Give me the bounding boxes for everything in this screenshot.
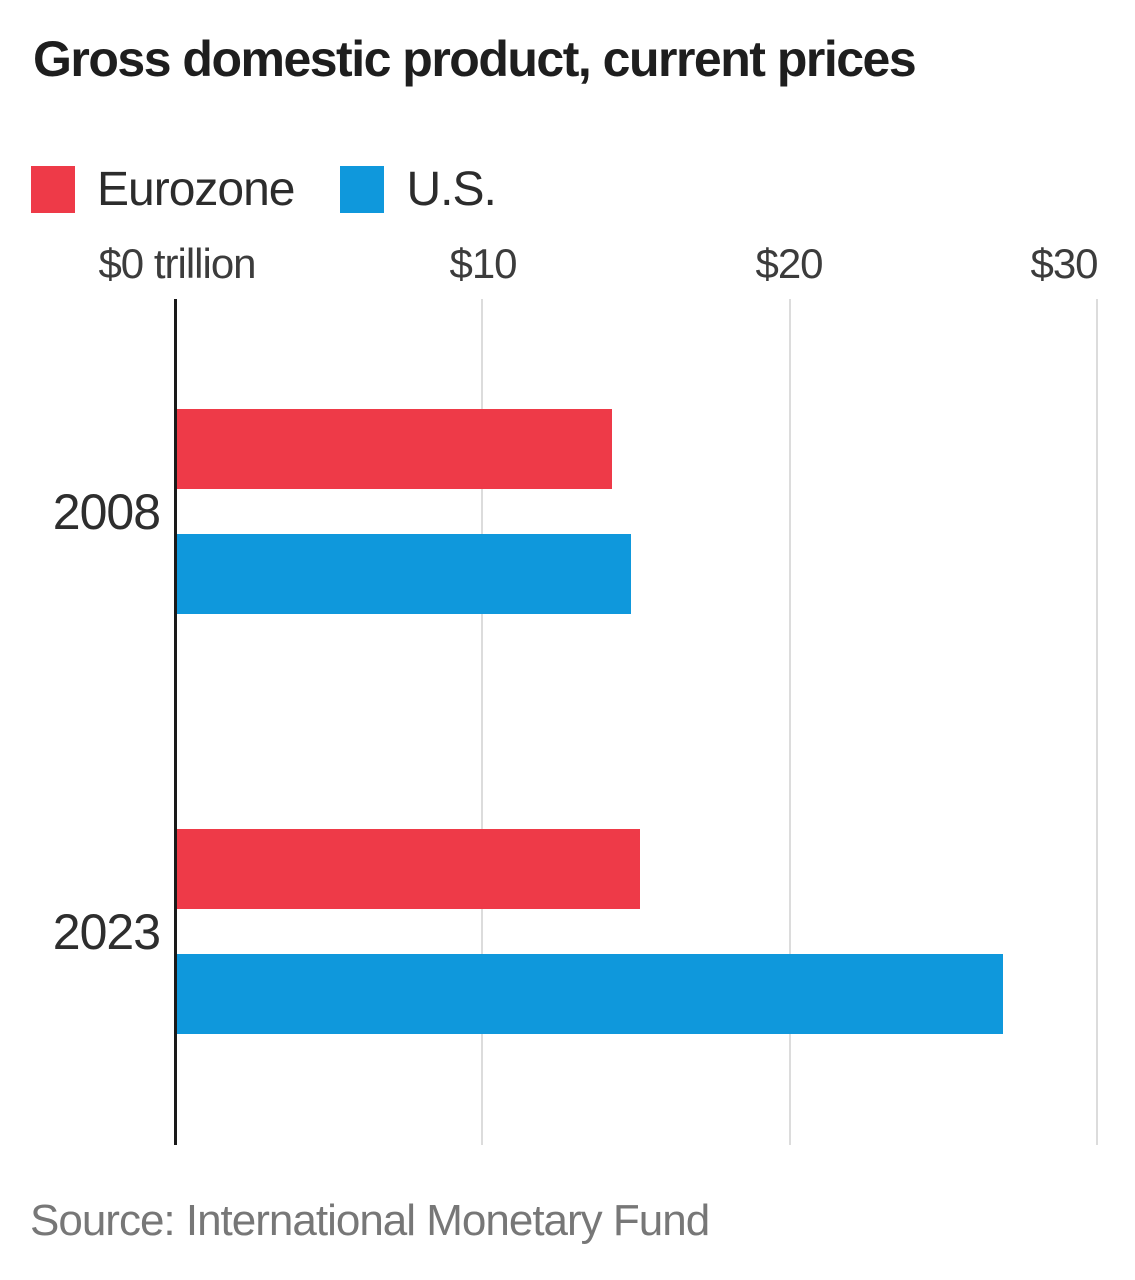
legend-label-eurozone: Eurozone [97, 163, 295, 216]
gridline-20 [788, 299, 791, 1145]
bar-eurozone-2008 [176, 409, 613, 489]
plot-area [174, 299, 1135, 1145]
gridline-10 [481, 299, 484, 1145]
us-swatch-icon [340, 166, 385, 213]
bar-us-2008 [176, 534, 631, 614]
source-note: Source: International Monetary Fund [30, 1196, 710, 1245]
bar-us-2023 [176, 954, 1003, 1034]
tick-label-10: $10 [449, 240, 517, 287]
legend-item-eurozone: Eurozone [31, 162, 295, 217]
tick-label-0: $0 trillion [98, 240, 256, 287]
tick-label-20: $20 [755, 240, 823, 287]
category-label-2023: 2023 [52, 903, 161, 960]
y-axis-line [174, 299, 177, 1145]
bar-eurozone-2023 [176, 829, 641, 909]
tick-label-30: $30 [1030, 240, 1098, 287]
legend: Eurozone U.S. [31, 162, 497, 217]
legend-item-us: U.S. [340, 162, 497, 217]
gridline-30 [1096, 299, 1098, 1145]
legend-label-us: U.S. [406, 163, 496, 216]
eurozone-swatch-icon [31, 166, 75, 213]
chart-title: Gross domestic product, current prices [33, 31, 917, 87]
x-axis-labels: $0 trillion $10 $20 $30 [0, 240, 1135, 290]
category-label-2008: 2008 [52, 483, 161, 540]
